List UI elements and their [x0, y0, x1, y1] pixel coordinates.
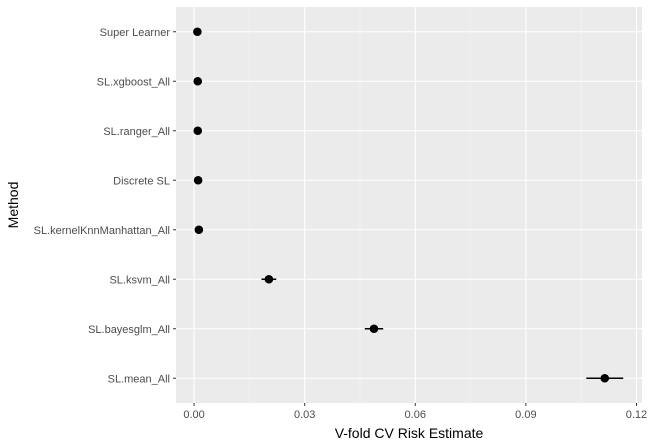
- y-tick-label: SL.xgboost_All: [97, 76, 170, 88]
- data-point: [193, 175, 203, 185]
- x-tick-label: 0.12: [626, 409, 647, 421]
- y-tick-label: Discrete SL: [113, 175, 170, 187]
- x-axis: 0.00 0.03 0.06 0.09 0.12: [183, 403, 647, 421]
- y-axis-title: Method: [5, 182, 21, 229]
- y-tick-label: Super Learner: [100, 27, 171, 39]
- x-axis-title: V-fold CV Risk Estimate: [335, 425, 484, 441]
- data-point: [193, 76, 203, 86]
- y-tick-label: SL.kernelKnnManhattan_All: [34, 225, 170, 237]
- y-tick-label: SL.bayesglm_All: [88, 324, 170, 336]
- major-gridlines: [176, 7, 642, 403]
- x-tick-label: 0.06: [405, 409, 426, 421]
- y-tick-label: SL.ranger_All: [103, 126, 170, 138]
- y-tick-label: SL.mean_All: [108, 373, 170, 385]
- plot-panel: [176, 7, 642, 403]
- y-axis: Super Learner SL.xgboost_All SL.ranger_All…: [34, 27, 176, 385]
- x-tick-label: 0.00: [183, 409, 204, 421]
- data-point: [193, 126, 203, 136]
- data-point: [369, 324, 379, 334]
- data-point: [600, 373, 610, 383]
- y-tick-label: SL.ksvm_All: [109, 274, 170, 286]
- data-point: [193, 27, 202, 37]
- minor-gridlines: [249, 7, 582, 403]
- data-marks: [193, 27, 624, 383]
- data-point: [194, 225, 204, 235]
- data-point: [264, 274, 274, 284]
- x-tick-label: 0.03: [294, 409, 315, 421]
- x-tick-label: 0.09: [515, 409, 536, 421]
